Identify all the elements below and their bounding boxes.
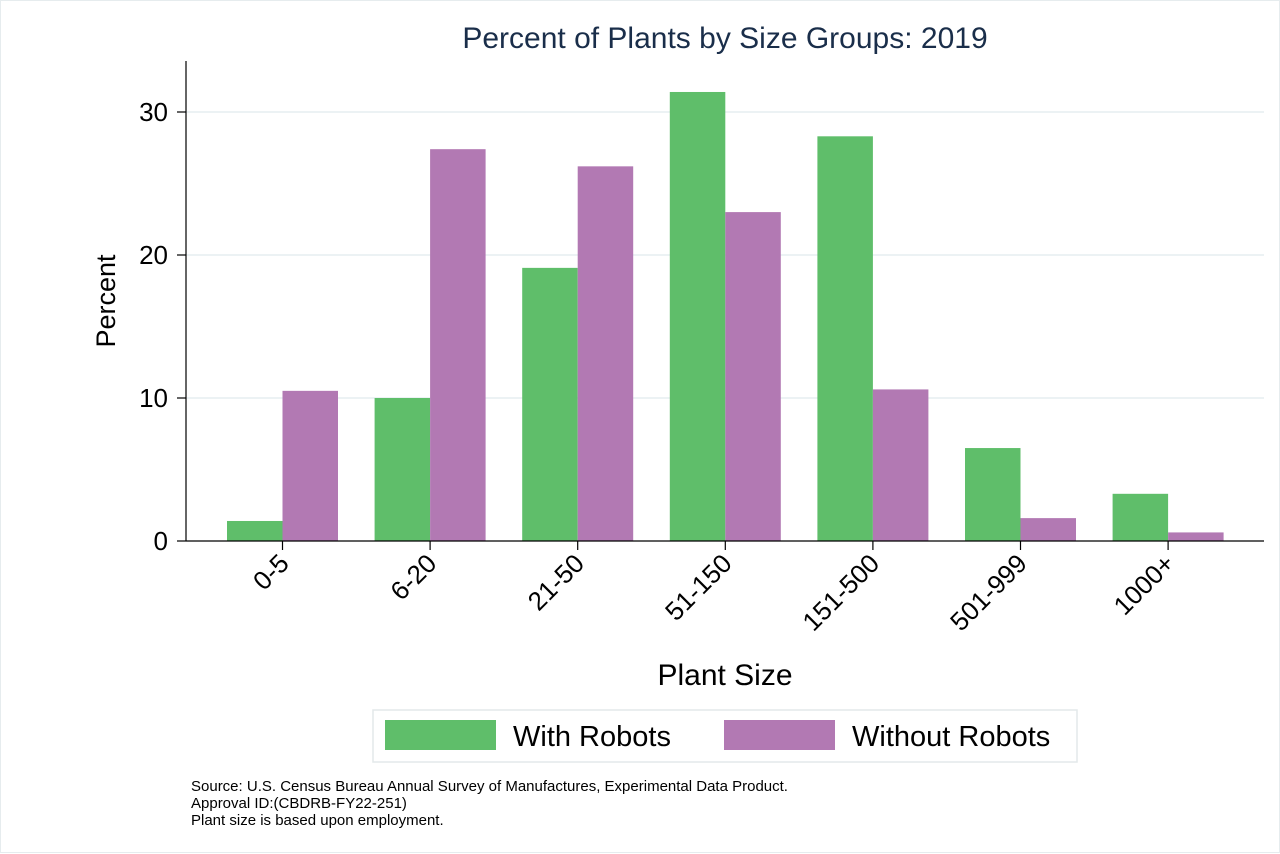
bars — [227, 91, 1224, 541]
bar-with-robots-151-500 — [817, 136, 873, 541]
x-tick-label-6-20: 6-20 — [384, 548, 442, 606]
y-tick-label-20: 20 — [139, 240, 168, 270]
x-tick-label-501-999: 501-999 — [944, 548, 1033, 637]
y-tick-label-0: 0 — [154, 526, 168, 556]
bar-without-robots-6-20 — [430, 149, 486, 541]
plant-size-note: Plant size is based upon employment. — [191, 812, 444, 829]
y-tick-label-30: 30 — [139, 97, 168, 127]
source-notes: Source: U.S. Census Bureau Annual Survey… — [191, 778, 788, 829]
legend-label-without-robots: Without Robots — [852, 721, 1050, 753]
approval-id-note: Approval ID:(CBDRB-FY22-251) — [191, 795, 407, 812]
legend-swatch-with-robots — [385, 720, 496, 750]
bar-with-robots-51-150 — [669, 91, 726, 541]
legend: With Robots Without Robots — [372, 709, 1078, 763]
bar-with-robots-1000+ — [1112, 493, 1169, 541]
legend-label-with-robots: With Robots — [513, 721, 671, 753]
x-tick-label-51-150: 51-150 — [659, 548, 737, 626]
y-axis-ticks: 0 10 20 30 — [139, 97, 186, 556]
legend-swatch-without-robots — [724, 720, 835, 750]
y-tick-label-10: 10 — [139, 383, 168, 413]
x-tick-label-1000+: 1000+ — [1107, 548, 1180, 621]
bar-with-robots-0-5 — [227, 520, 283, 541]
bar-with-robots-6-20 — [374, 398, 431, 541]
bar-without-robots-51-150 — [725, 212, 781, 541]
bar-without-robots-1000+ — [1168, 532, 1224, 541]
x-tick-label-21-50: 21-50 — [522, 548, 590, 616]
chart-title: Percent of Plants by Size Groups: 2019 — [462, 22, 987, 55]
bar-with-robots-21-50 — [522, 267, 578, 541]
x-tick-label-151-500: 151-500 — [796, 548, 885, 637]
x-axis-label: Plant Size — [657, 659, 792, 692]
source-note: Source: U.S. Census Bureau Annual Survey… — [191, 778, 788, 795]
x-tick-label-0-5: 0-5 — [247, 548, 295, 596]
x-axis-ticks: 0-5 6-20 21-50 51-150 151-500 501-999 1000+ — [247, 541, 1180, 637]
bar-with-robots-501-999 — [965, 448, 1021, 541]
bar-without-robots-21-50 — [577, 166, 634, 541]
bar-without-robots-501-999 — [1020, 518, 1076, 541]
bar-without-robots-0-5 — [282, 390, 338, 541]
y-axis-label: Percent — [91, 254, 121, 348]
bar-without-robots-151-500 — [872, 389, 929, 541]
